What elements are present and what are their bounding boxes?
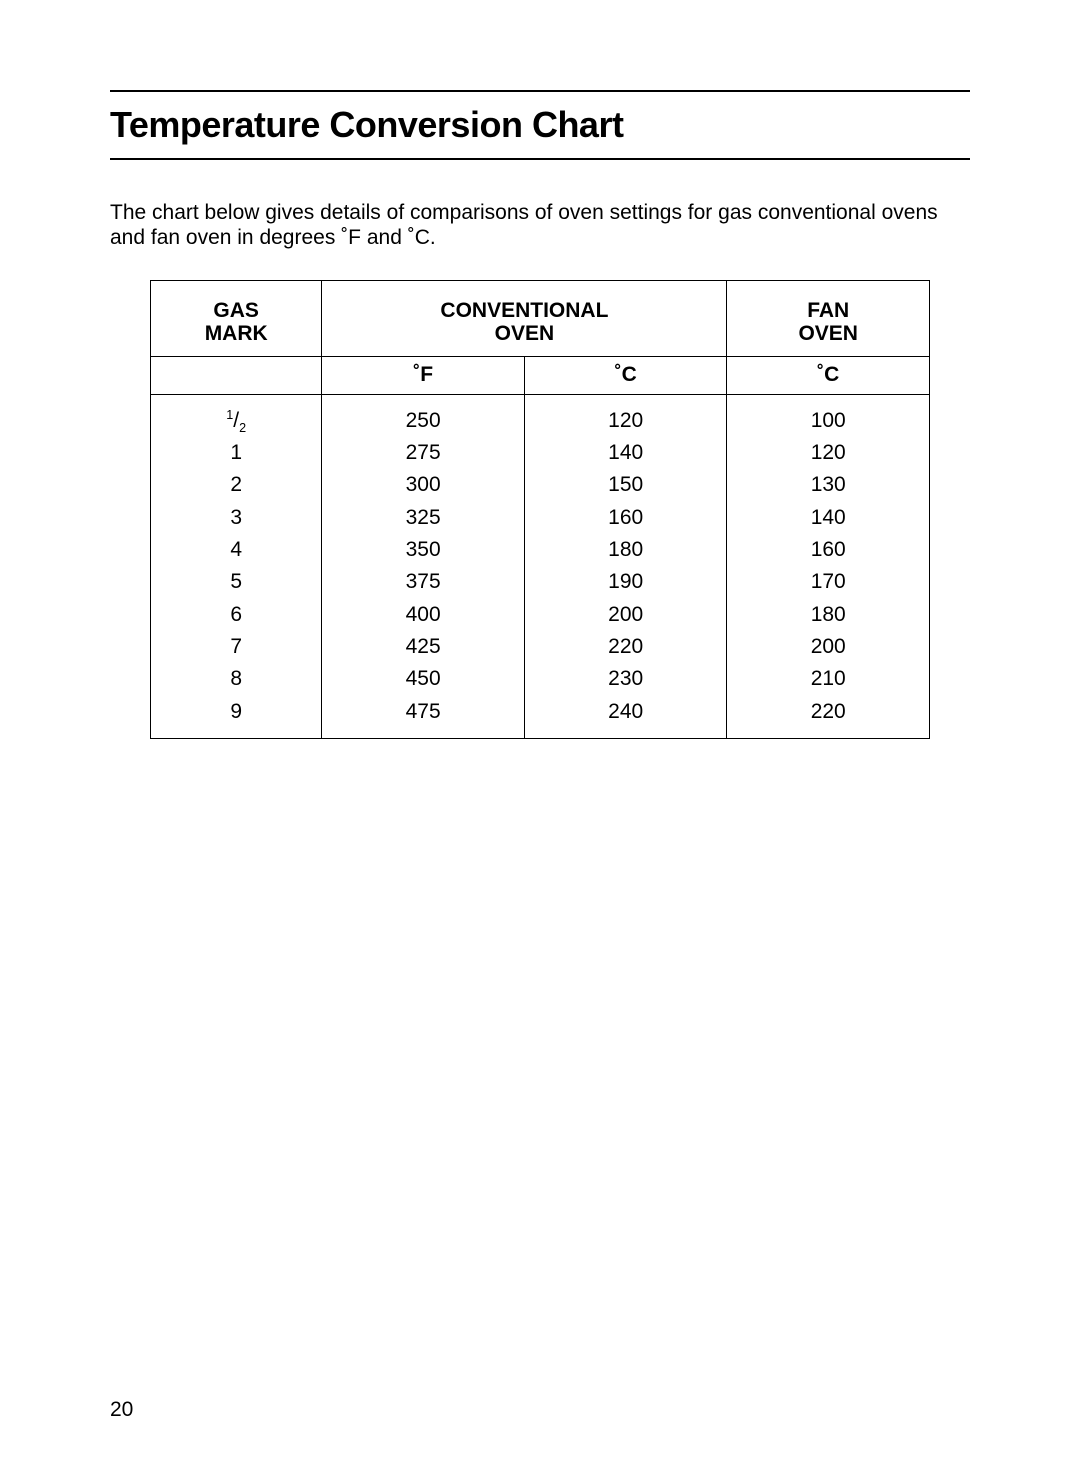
cell-gas: 1/2: [151, 394, 322, 437]
table-row: 6 400 200 180: [151, 599, 930, 631]
table-row: 8 450 230 210: [151, 663, 930, 695]
table-row: 5 375 190 170: [151, 566, 930, 598]
th-sub-gas: [151, 356, 322, 394]
table-container: GAS MARK CONVENTIONAL OVEN FAN OVEN ˚F ˚…: [110, 280, 970, 739]
cell-fan: 220: [727, 696, 930, 739]
table-row: 9 475 240 220: [151, 696, 930, 739]
cell-c: 240: [524, 696, 727, 739]
cell-fan: 160: [727, 534, 930, 566]
page-title: Temperature Conversion Chart: [110, 104, 970, 146]
cell-fan: 130: [727, 469, 930, 501]
cell-fan: 180: [727, 599, 930, 631]
table-row: 2 300 150 130: [151, 469, 930, 501]
table-row: 7 425 220 200: [151, 631, 930, 663]
cell-fan: 210: [727, 663, 930, 695]
cell-c: 120: [524, 394, 727, 437]
cell-f: 400: [322, 599, 525, 631]
table-row: 3 325 160 140: [151, 502, 930, 534]
th-sub-f: ˚F: [322, 356, 525, 394]
cell-f: 250: [322, 394, 525, 437]
cell-c: 160: [524, 502, 727, 534]
th-sub-fan-c: ˚C: [727, 356, 930, 394]
cell-f: 350: [322, 534, 525, 566]
cell-gas: 7: [151, 631, 322, 663]
cell-gas: 9: [151, 696, 322, 739]
th-sub-c: ˚C: [524, 356, 727, 394]
th-gas-mark: GAS MARK: [151, 281, 322, 356]
cell-gas: 8: [151, 663, 322, 695]
conversion-table: GAS MARK CONVENTIONAL OVEN FAN OVEN ˚F ˚…: [150, 280, 930, 739]
th-conventional: CONVENTIONAL OVEN: [322, 281, 727, 356]
table-body: 1/2 250 120 100 1 275 140 120 2 300 150 …: [151, 394, 930, 738]
cell-fan: 140: [727, 502, 930, 534]
cell-fan: 200: [727, 631, 930, 663]
table-row: 4 350 180 160: [151, 534, 930, 566]
cell-gas: 5: [151, 566, 322, 598]
cell-c: 200: [524, 599, 727, 631]
th-conv-text: CONVENTIONAL OVEN: [440, 299, 608, 345]
cell-c: 230: [524, 663, 727, 695]
cell-gas: 2: [151, 469, 322, 501]
cell-f: 325: [322, 502, 525, 534]
cell-c: 140: [524, 437, 727, 469]
cell-f: 375: [322, 566, 525, 598]
cell-gas: 6: [151, 599, 322, 631]
cell-fan: 100: [727, 394, 930, 437]
cell-f: 275: [322, 437, 525, 469]
cell-fan: 120: [727, 437, 930, 469]
cell-gas: 3: [151, 502, 322, 534]
th-fan: FAN OVEN: [727, 281, 930, 356]
cell-gas: 1: [151, 437, 322, 469]
cell-c: 220: [524, 631, 727, 663]
cell-f: 425: [322, 631, 525, 663]
cell-f: 450: [322, 663, 525, 695]
table-row: 1/2 250 120 100: [151, 394, 930, 437]
cell-f: 475: [322, 696, 525, 739]
cell-c: 190: [524, 566, 727, 598]
th-fan-text: FAN OVEN: [798, 299, 858, 345]
table-row: 1 275 140 120: [151, 437, 930, 469]
intro-text: The chart below gives details of compari…: [110, 200, 970, 250]
cell-gas: 4: [151, 534, 322, 566]
cell-fan: 170: [727, 566, 930, 598]
cell-c: 180: [524, 534, 727, 566]
title-block: Temperature Conversion Chart: [110, 90, 970, 160]
cell-f: 300: [322, 469, 525, 501]
cell-c: 150: [524, 469, 727, 501]
page-number: 20: [110, 1398, 133, 1422]
th-gas-line1: GAS MARK: [205, 299, 268, 345]
